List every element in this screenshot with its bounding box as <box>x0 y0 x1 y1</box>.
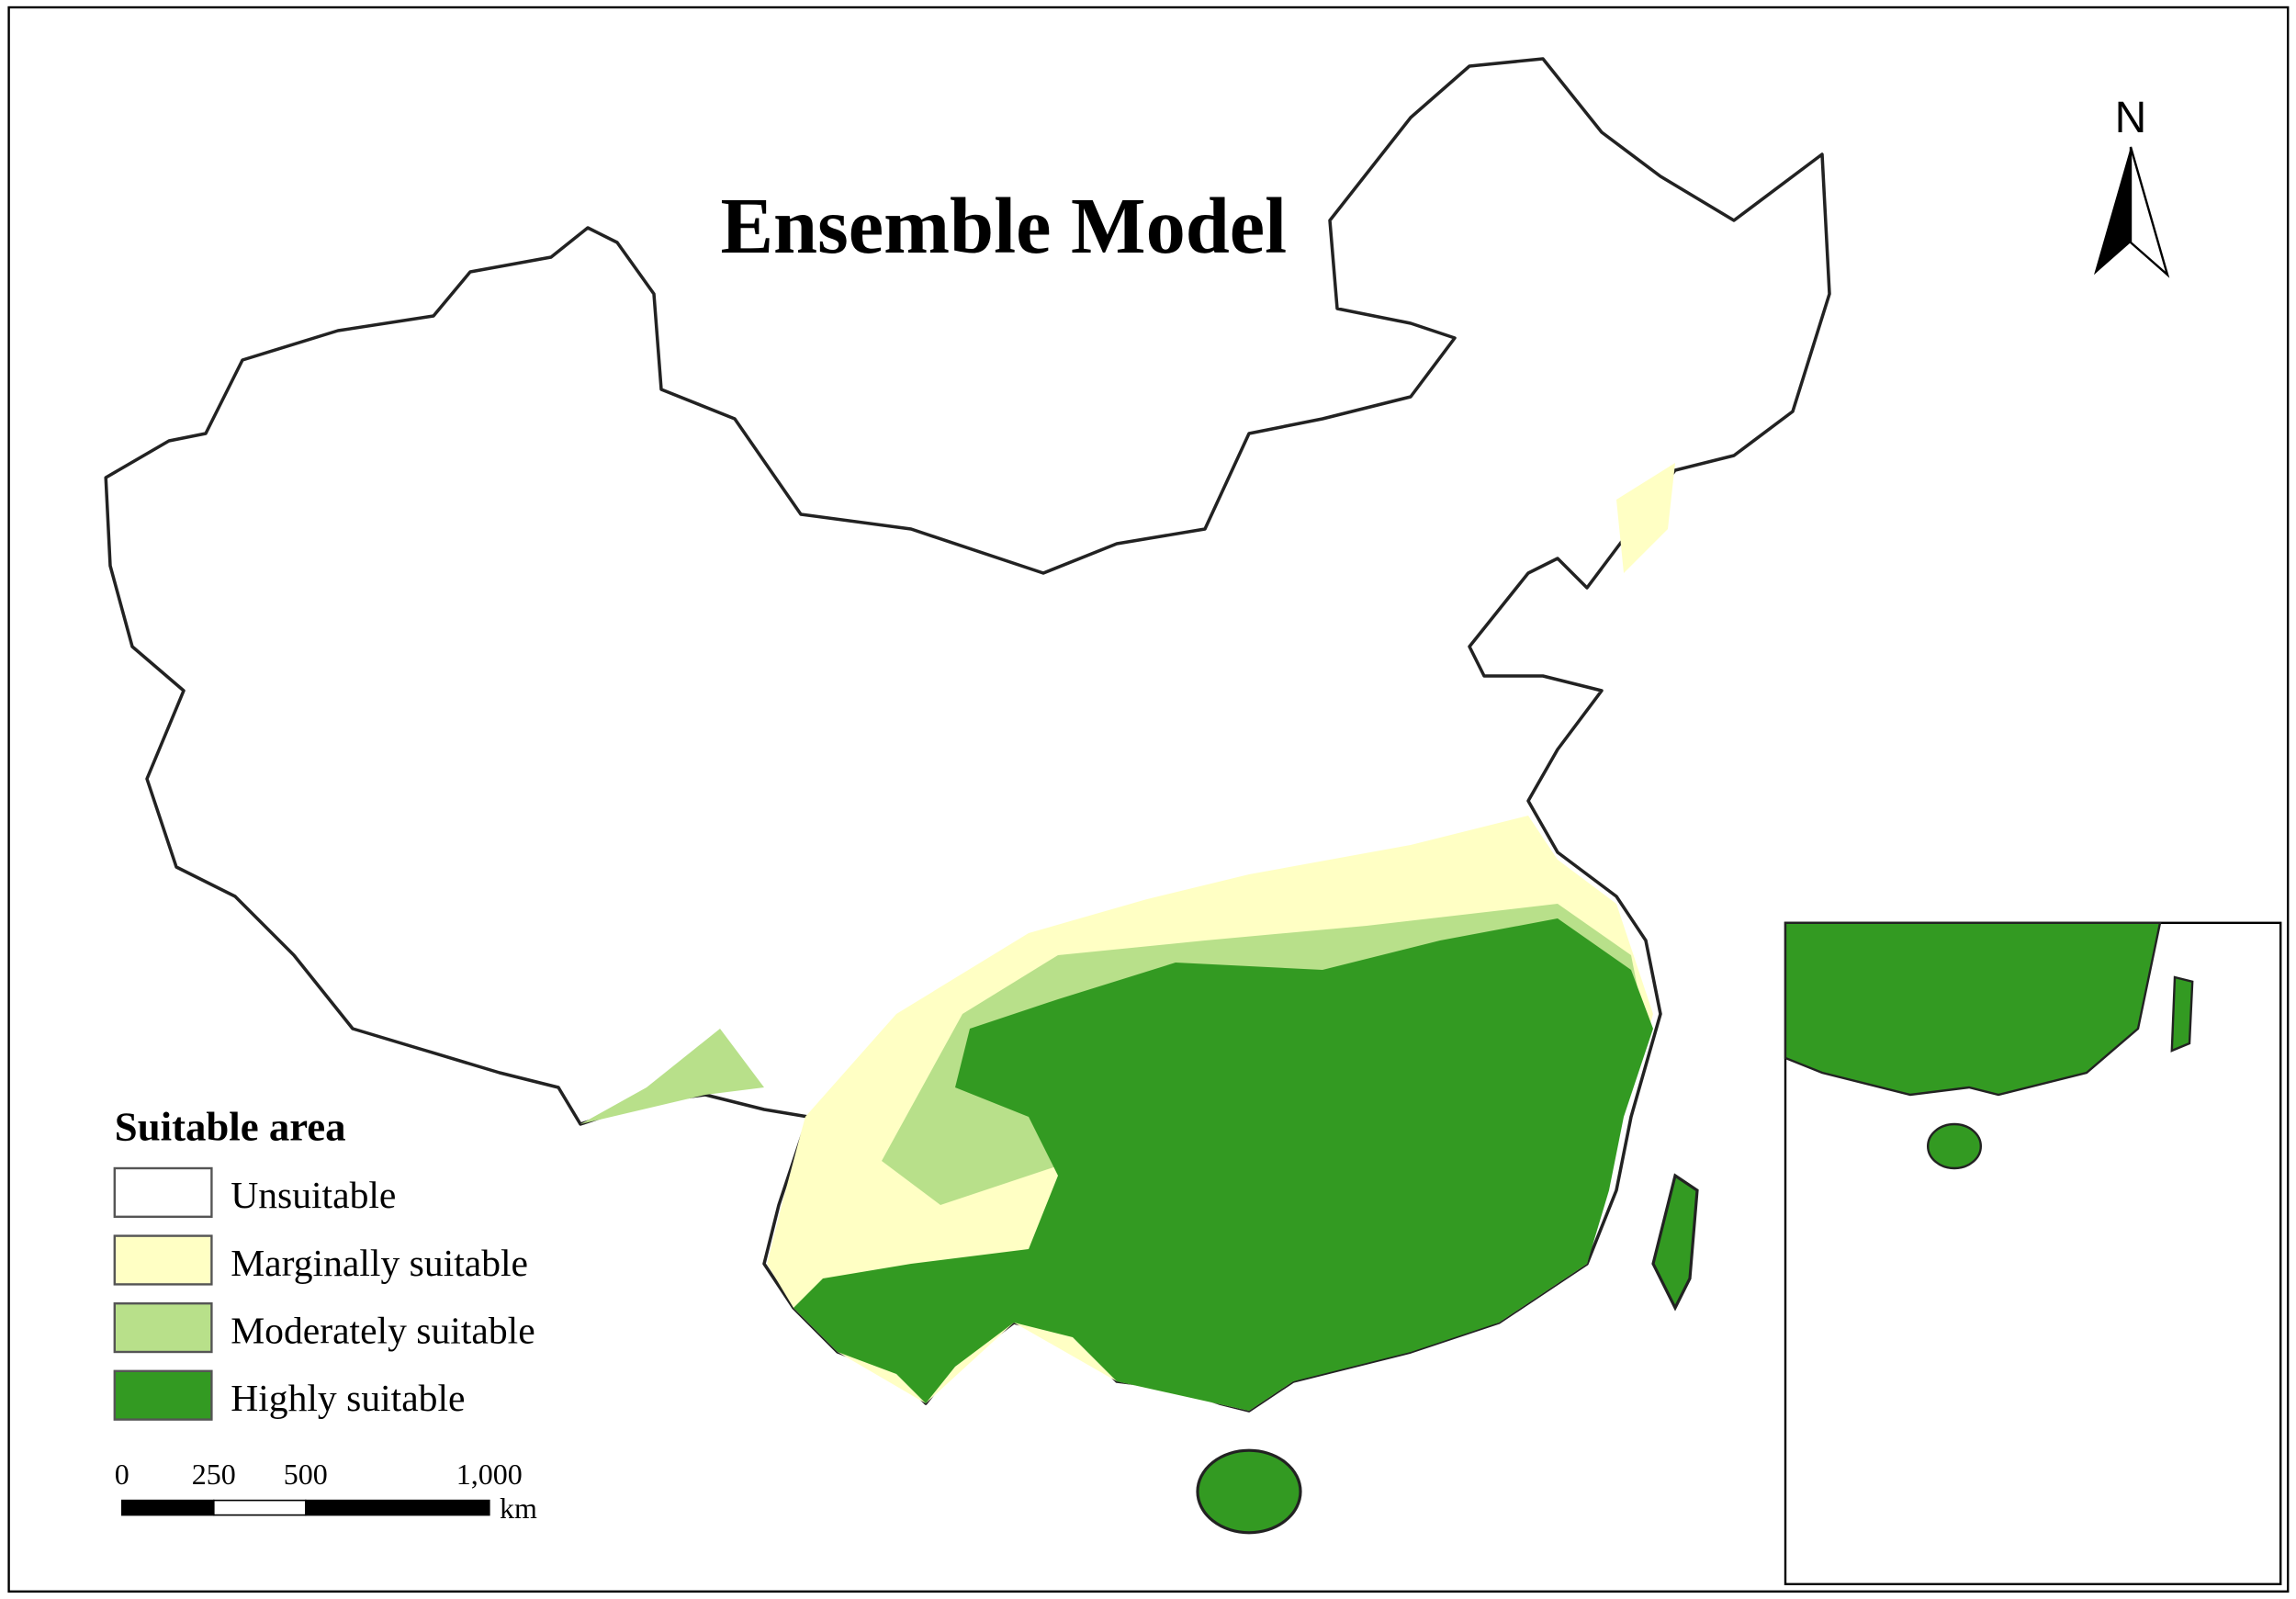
taiwan <box>1651 1173 1699 1312</box>
legend-label: Unsuitable <box>231 1174 396 1216</box>
legend-swatch <box>113 1369 213 1421</box>
scale-segment <box>305 1499 490 1516</box>
inset-south-china <box>1784 921 2162 1097</box>
arrow-right <box>2129 146 2170 278</box>
legend-swatch <box>113 1234 213 1286</box>
map: Ensemble Model N Suitable area Unsuitabl… <box>7 6 2290 1593</box>
legend-label: Moderately suitable <box>231 1309 535 1351</box>
legend-swatch <box>113 1302 213 1354</box>
scale-label: 250 <box>192 1458 236 1491</box>
arrow-left <box>2094 147 2131 276</box>
scale-label: 0 <box>115 1458 129 1491</box>
hainan <box>1196 1448 1302 1535</box>
legend-swatch <box>113 1166 213 1219</box>
scale-unit: km <box>500 1492 537 1525</box>
legend: Unsuitable Marginally suitable Moderately … <box>113 1166 535 1421</box>
scale-label: 1,000 <box>456 1458 523 1491</box>
north-label: N <box>2115 94 2147 142</box>
map-title: Ensemble Model <box>720 182 1287 270</box>
high-zone <box>793 918 1653 1411</box>
inset-hainan <box>1927 1122 1983 1170</box>
moderate-sw <box>580 1029 764 1124</box>
scale-segment <box>121 1499 215 1516</box>
legend-label: Marginally suitable <box>231 1242 528 1284</box>
marginal-zone-ne <box>1616 463 1675 573</box>
inset-taiwan <box>2170 975 2194 1053</box>
north-arrow: N <box>2094 94 2170 278</box>
scale-segment <box>213 1499 307 1516</box>
legend-title: Suitable area <box>115 1104 346 1150</box>
scale-label: 500 <box>284 1458 328 1491</box>
legend-label: Highly suitable <box>231 1377 465 1419</box>
